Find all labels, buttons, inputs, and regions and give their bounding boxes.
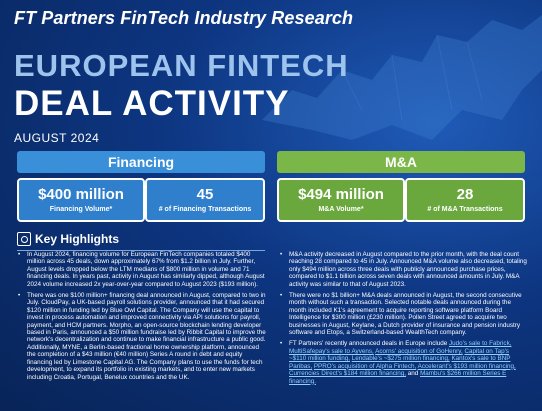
deal-link[interactable]: Kantox's sale to BNP Paribas, (289, 355, 511, 370)
ma-volume-label: M&A Volume* (318, 206, 364, 213)
highlight-bullet-deals: FT Partners' recently announced deals in… (279, 340, 527, 384)
financing-count-label: # of Financing Transactions (158, 206, 252, 213)
ma-volume-value: $494 million (298, 186, 384, 203)
ma-count-label: # of M&A Transactions (427, 206, 503, 213)
financing-count-value: 45 (196, 186, 214, 203)
highlights-left-column: In August 2024, financing volume for Eur… (17, 251, 269, 385)
financing-count-card: 45 # of Financing Transactions (145, 178, 265, 222)
deal-link[interactable]: Lendable's ~$275 million financing, (351, 355, 450, 363)
deal-link[interactable]: MultiSafepay's sale to Ayvens, (289, 347, 374, 355)
highlights-icon (17, 232, 31, 246)
key-highlights-heading: Key Highlights (17, 232, 119, 246)
financing-volume-card: $400 million Financing Volume* (17, 178, 145, 222)
europe-map-decoration (262, 15, 542, 140)
highlight-bullet: In August 2024, financing volume for Eur… (17, 251, 269, 288)
report-title-line1: EUROPEAN FINTECH (14, 48, 349, 83)
highlights-right-column: M&A activity decreased in August compare… (279, 251, 527, 389)
deal-link[interactable]: Capital on Tap's ~$110 million funding, (289, 347, 509, 363)
ma-count-card: 28 # of M&A Transactions (405, 178, 525, 222)
report-title-line2: DEAL ACTIVITY (14, 84, 290, 123)
report-date: AUGUST 2024 (14, 131, 100, 145)
highlight-bullet: There was one $100 million+ financing de… (17, 292, 269, 381)
research-title: FT Partners FinTech Industry Research (14, 8, 354, 28)
financing-header: Financing (17, 151, 265, 173)
deal-link[interactable]: Judo's sale to Fabrick, (449, 340, 512, 348)
deal-link[interactable]: PPRO's acquisition of Alpha Fintech, (313, 362, 417, 370)
deals-and: and (407, 370, 421, 378)
key-highlights-title: Key Highlights (35, 232, 120, 246)
deal-link[interactable]: Accelerant's $193 million financing, (417, 362, 516, 370)
deal-link[interactable]: Acorns' acquisition of GoHenry, (375, 347, 463, 355)
highlight-bullet: M&A activity decreased in August compare… (279, 251, 527, 288)
highlight-bullet: There were no $1 billion+ M&A deals anno… (279, 292, 527, 336)
ma-header: M&A (277, 151, 525, 173)
deals-intro: FT Partners' recently announced deals in… (289, 340, 450, 348)
ma-count-value: 28 (456, 186, 474, 203)
deal-link[interactable]: Mambu's $266 million Series E financing. (289, 370, 507, 385)
ma-volume-card: $494 million M&A Volume* (277, 178, 405, 222)
financing-volume-label: Financing Volume* (49, 206, 113, 213)
deal-link[interactable]: Currencies Direct's $184 million financi… (289, 370, 407, 378)
financing-volume-value: $400 million (38, 186, 124, 203)
